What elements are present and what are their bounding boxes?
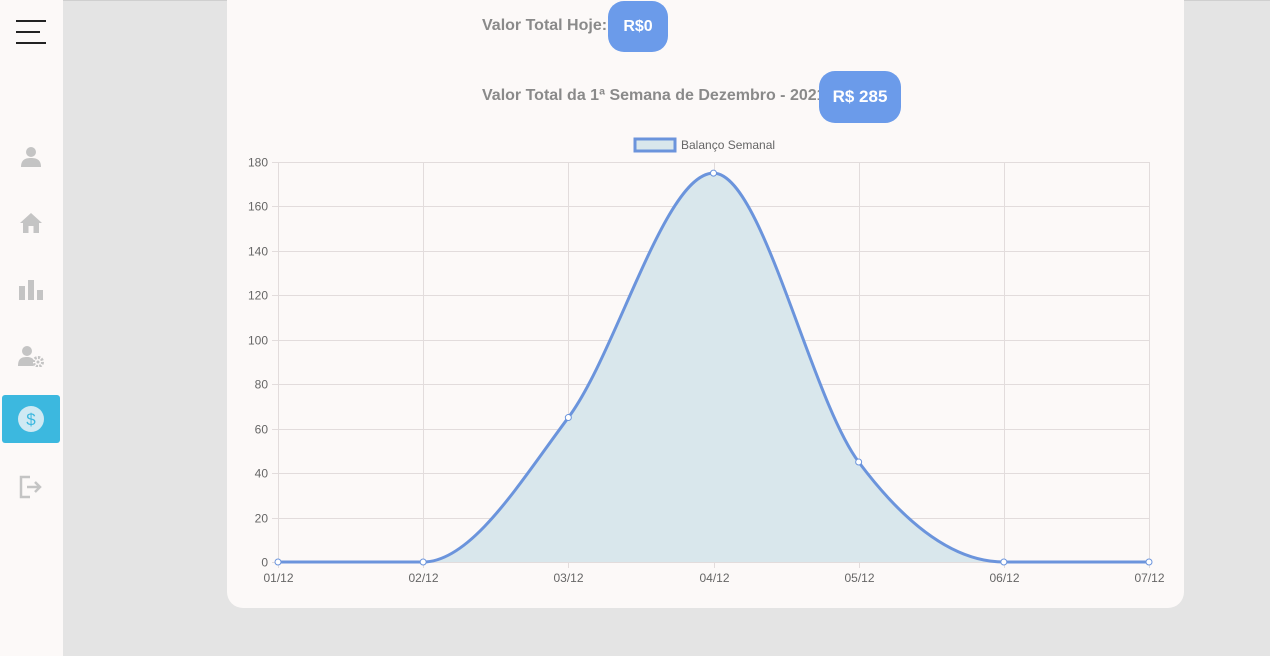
bar-chart-icon (19, 280, 43, 300)
sidebar-item-profile[interactable] (2, 133, 60, 181)
svg-text:$: $ (26, 410, 36, 429)
sidebar-item-finance[interactable]: $ (2, 395, 60, 443)
week-total-label: Valor Total da 1ª Semana de Dezembro - 2… (482, 87, 826, 104)
y-tick-label: 100 (248, 334, 268, 348)
data-point (1000, 558, 1008, 566)
x-tick-label: 07/12 (1134, 571, 1164, 585)
x-tick-label: 02/12 (408, 571, 438, 585)
data-point (419, 558, 427, 566)
data-point (564, 414, 572, 422)
y-tick-label: 0 (261, 556, 268, 570)
legend-label: Balanço Semanal (681, 138, 775, 152)
y-tick-label: 20 (255, 512, 269, 526)
y-tick-label: 80 (255, 378, 269, 392)
home-icon (20, 213, 42, 233)
data-point (1145, 558, 1153, 566)
week-total-value: R$ 285 (819, 71, 901, 123)
sidebar-item-reports[interactable] (2, 266, 60, 314)
logout-icon (19, 475, 42, 499)
data-point (710, 169, 717, 177)
dollar-icon: $ (18, 406, 44, 432)
today-total-label: Valor Total Hoje: (482, 17, 608, 34)
sidebar-item-home[interactable] (2, 199, 60, 247)
x-tick-label: 04/12 (699, 571, 729, 585)
data-point (855, 458, 863, 466)
legend-swatch (633, 137, 677, 153)
x-tick-label: 06/12 (989, 571, 1019, 585)
x-tick-label: 03/12 (553, 571, 583, 585)
y-tick-label: 60 (255, 423, 269, 437)
user-icon (21, 147, 41, 167)
y-tick-label: 140 (248, 245, 268, 259)
y-tick-label: 120 (248, 289, 268, 303)
sidebar: $ (0, 0, 63, 656)
weekly-balance-chart: 0 20 40 60 80 100 120 140 160 180 01/12 02/12 03/12 0… (248, 137, 1165, 585)
y-tick-label: 180 (248, 156, 268, 170)
x-tick-label: 01/12 (263, 571, 293, 585)
sidebar-item-user-settings[interactable] (2, 332, 60, 380)
user-settings-icon (18, 346, 44, 367)
x-tick-label: 05/12 (844, 571, 874, 585)
y-tick-label: 40 (255, 467, 269, 481)
y-tick-label: 160 (248, 200, 268, 214)
series-area (278, 173, 1149, 562)
today-total-value: R$0 (608, 1, 668, 52)
data-point (274, 558, 282, 566)
dashboard-card: Valor Total Hoje: R$0 Valor Total da 1ª … (227, 0, 1184, 608)
sidebar-item-logout[interactable] (2, 463, 60, 511)
hamburger-icon[interactable] (16, 20, 48, 46)
